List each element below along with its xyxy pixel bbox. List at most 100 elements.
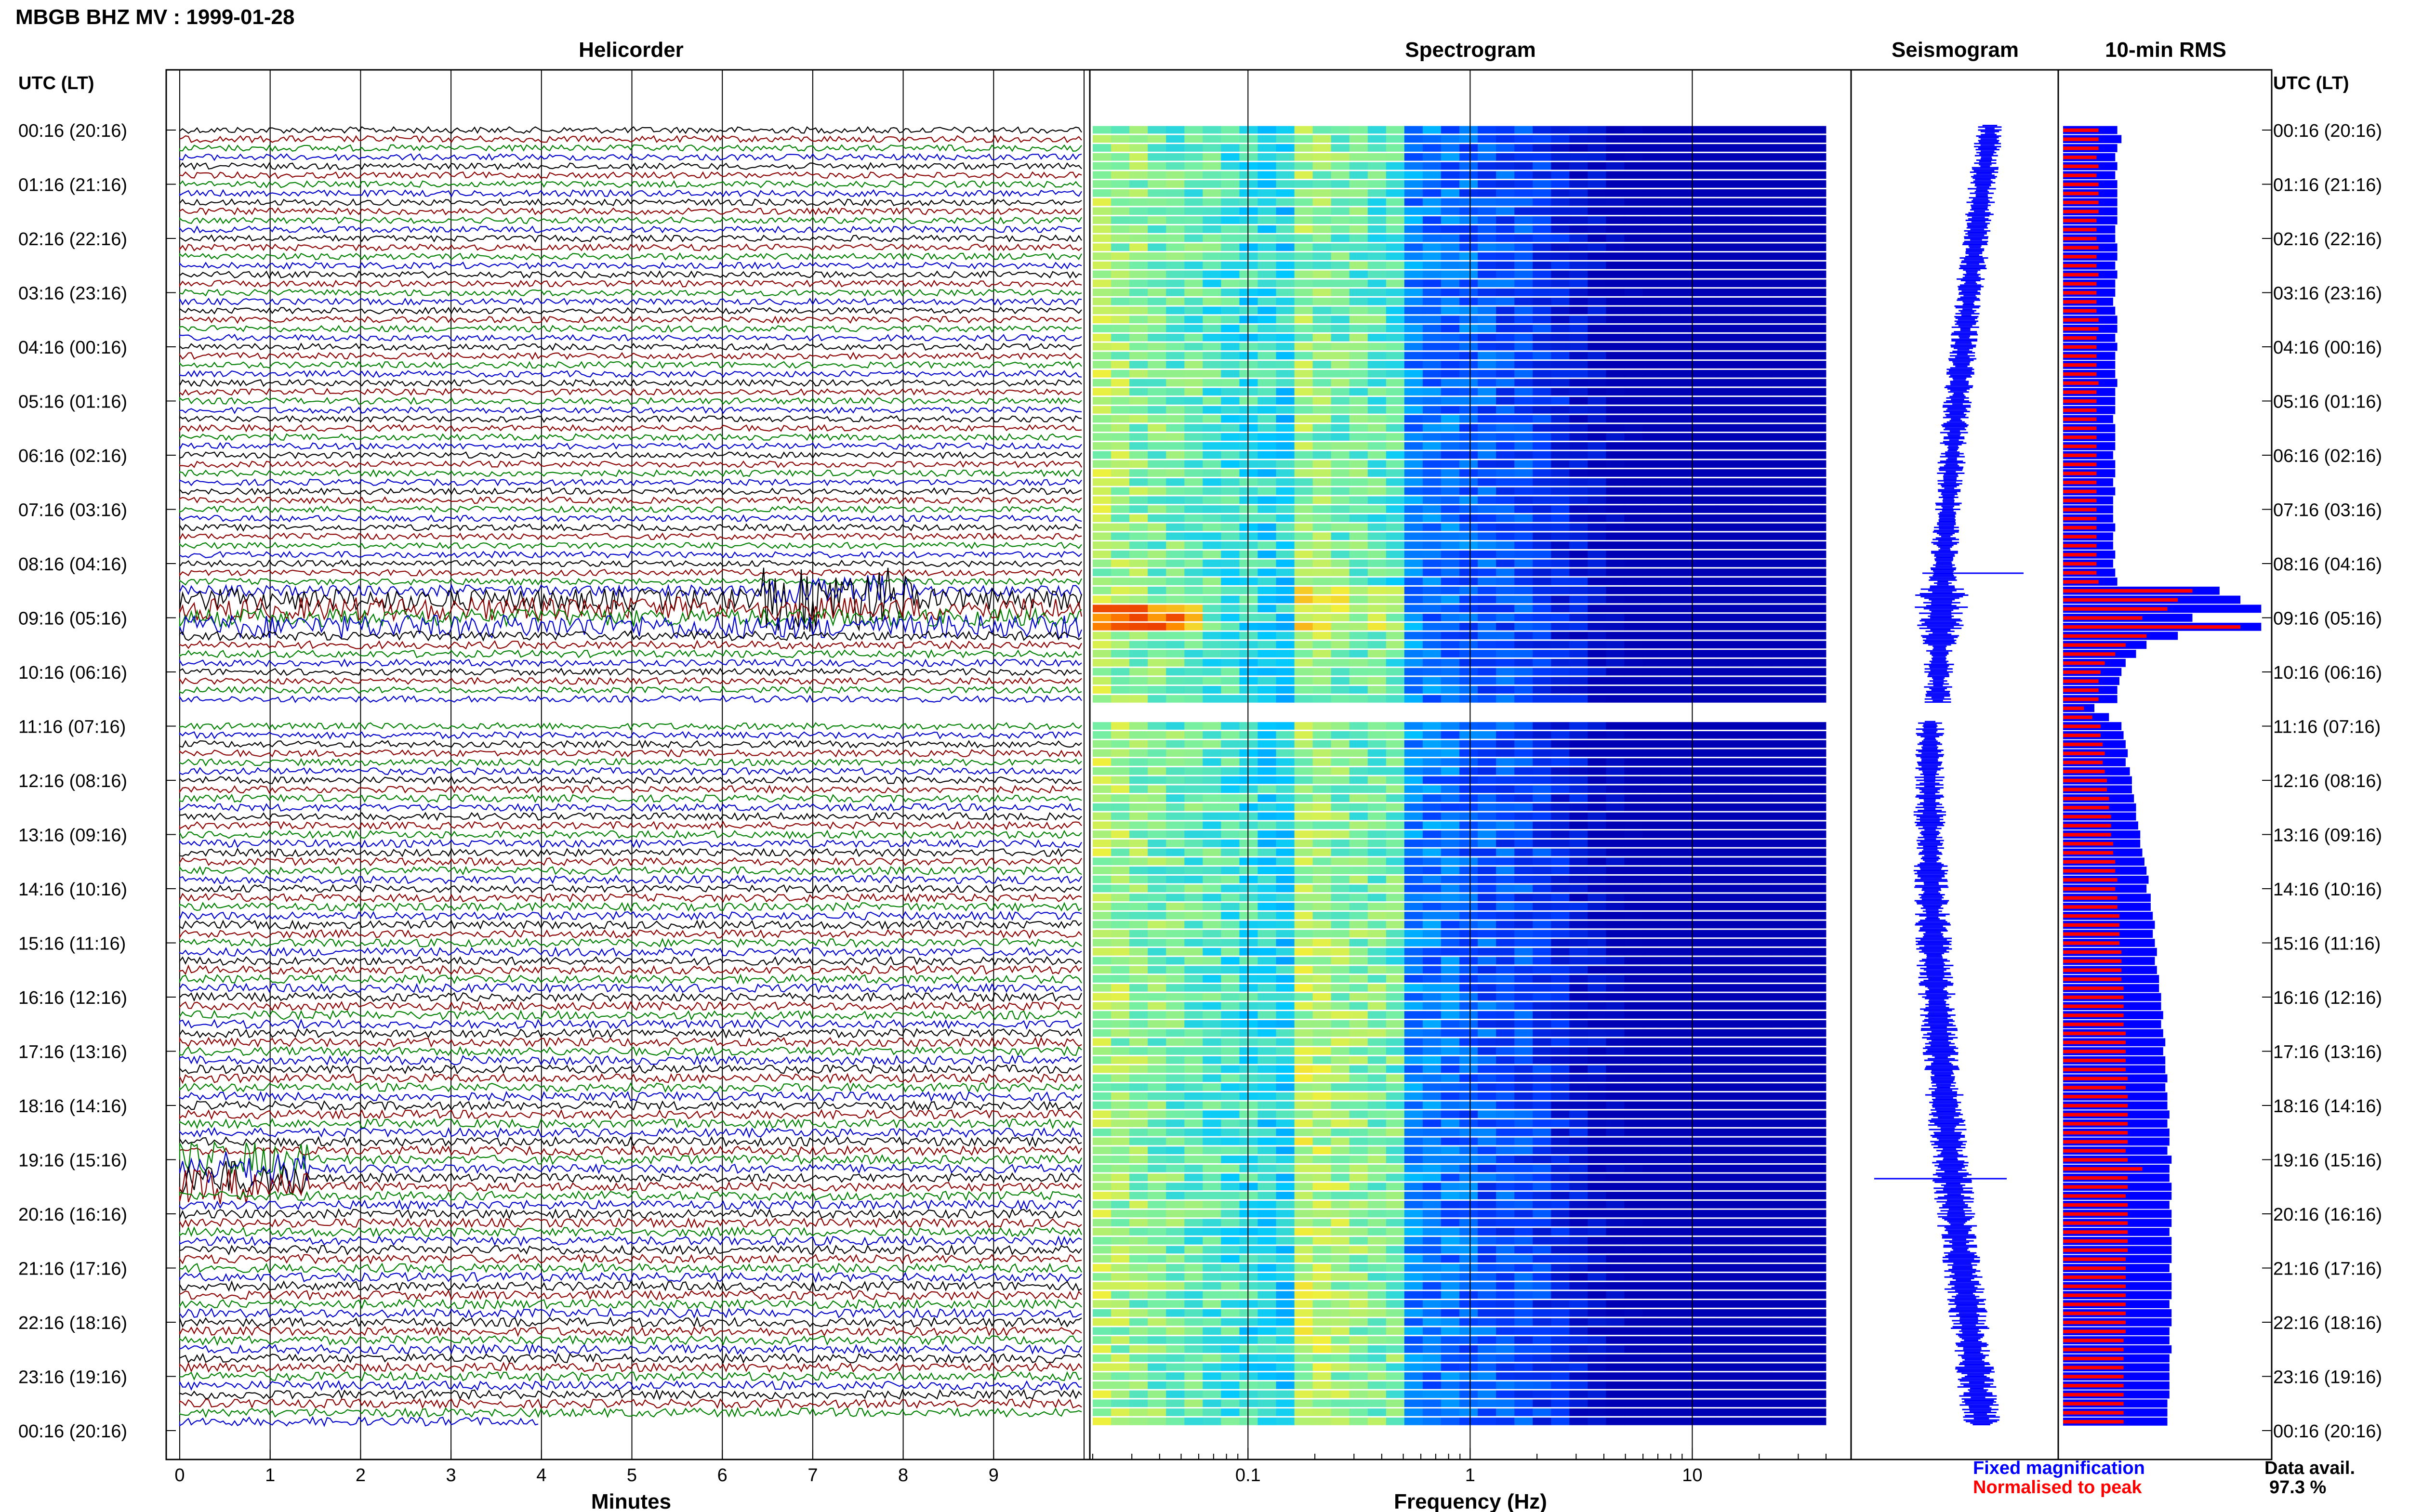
spectrogram-cell [1331, 1219, 1350, 1227]
spectrogram-cell [1514, 487, 1533, 495]
spectrogram-cell [1789, 469, 1808, 477]
spectrogram-cell [1276, 1173, 1295, 1182]
spectrogram-cell [1478, 243, 1496, 251]
spectrogram-cell [1697, 523, 1717, 531]
helicorder-trace [179, 1127, 1082, 1139]
spectrogram-cell [1771, 406, 1790, 414]
spectrogram-cell [1367, 966, 1387, 974]
spectrogram-cell [1496, 532, 1515, 540]
spectrogram-cell [1661, 686, 1680, 694]
spectrogram-cell [1624, 234, 1643, 242]
spectrogram-cell [1111, 740, 1130, 748]
spectrogram-cell [1239, 460, 1258, 468]
spectrogram-cell [1386, 469, 1405, 477]
spectrogram-cell [1203, 460, 1221, 468]
spectrogram-cell [1459, 650, 1478, 657]
spectrogram-cell [1807, 270, 1827, 278]
spectrogram-cell [1349, 469, 1368, 477]
spectrogram-cell [1496, 424, 1515, 432]
spectrogram-cell [1514, 903, 1533, 910]
spectrogram-cell [1221, 903, 1240, 910]
spectrogram-cell [1533, 993, 1551, 1001]
spectrogram-cell [1441, 848, 1460, 856]
spectrogram-cell [1771, 198, 1790, 206]
spectrogram-cell [1349, 352, 1368, 360]
spectrogram-cell [1111, 821, 1130, 829]
spectrogram-cell [1221, 279, 1240, 288]
helicorder-trace [179, 532, 1082, 540]
spectrogram-cell [1588, 614, 1606, 621]
spectrogram-cell [1789, 776, 1808, 784]
spectrogram-cell [1441, 1047, 1460, 1055]
spectrogram-cell [1789, 352, 1808, 360]
spectrogram-cell [1478, 171, 1496, 179]
spectrogram-cell [1294, 171, 1313, 179]
spectrogram-cell [1533, 189, 1551, 197]
spectrogram-cell [1257, 1183, 1276, 1191]
spectrogram-cell [1367, 316, 1387, 324]
spectrogram-cell [1129, 433, 1148, 441]
spectrogram-cell [1184, 668, 1203, 676]
spectrogram-cell [1294, 361, 1313, 368]
spectrogram-cell [1533, 812, 1551, 820]
spectrogram-cell [1551, 903, 1570, 910]
spectrogram-cell [1276, 568, 1295, 577]
spectrogram-cell [1551, 731, 1570, 739]
spectrogram-cell [1184, 695, 1203, 703]
spectrogram-cell [1349, 631, 1368, 640]
spectrogram-cell [1771, 650, 1790, 657]
spectrogram-cell [1129, 867, 1148, 874]
spectrogram-cell [1789, 478, 1808, 486]
spectrogram-cell [1569, 487, 1588, 495]
spectrogram-cell [1367, 605, 1387, 613]
spectrogram-cell [1093, 270, 1112, 278]
spectrogram-cell [1148, 541, 1166, 549]
spectrogram-cell [1697, 839, 1717, 847]
spectrogram-cell [1697, 496, 1717, 504]
spectrogram-cell [1093, 316, 1112, 324]
spectrogram-cell [1807, 451, 1827, 459]
spectrogram-cell [1386, 1156, 1405, 1163]
spectrogram-cell [1093, 686, 1112, 694]
spectrogram-cell [1184, 812, 1203, 820]
spectrogram-cell [1752, 261, 1772, 269]
spectrogram-cell [1716, 1011, 1735, 1019]
spectrogram-cell [1716, 776, 1735, 784]
spectrogram-cell [1111, 1110, 1130, 1118]
spectrogram-cell [1312, 514, 1332, 522]
spectrogram-cell [1496, 686, 1515, 694]
spectrogram-cell [1422, 568, 1442, 577]
spectrogram-cell [1624, 406, 1643, 414]
spectrogram-cell [1093, 857, 1112, 866]
helicorder-trace [179, 1361, 1082, 1373]
spectrogram-cell [1294, 135, 1313, 143]
spectrogram-cell [1716, 342, 1735, 351]
spectrogram-cell [1588, 397, 1606, 405]
spectrogram-cell [1404, 1183, 1423, 1191]
spectrogram-cell [1606, 686, 1625, 694]
spectrogram-cell [1642, 442, 1661, 450]
spectrogram-cell [1771, 1173, 1790, 1182]
spectrogram-cell [1606, 379, 1625, 387]
spectrogram-cell [1771, 144, 1790, 152]
spectrogram-cell [1697, 261, 1717, 269]
spectrogram-cell [1294, 803, 1313, 811]
spectrogram-cell [1624, 325, 1643, 332]
spectrogram-cell [1496, 397, 1515, 405]
spectrogram-cell [1459, 306, 1478, 315]
spectrogram-cell [1478, 532, 1496, 540]
spectrogram-cell [1459, 559, 1478, 567]
helicorder-trace [179, 270, 1082, 279]
spectrogram-cell [1807, 930, 1827, 938]
spectrogram-cell [1404, 884, 1423, 893]
spectrogram-cell [1606, 1056, 1625, 1064]
spectrogram-cell [1624, 1047, 1643, 1055]
spectrogram-cell [1184, 1092, 1203, 1100]
spectrogram-cell [1239, 532, 1258, 540]
spectrogram-cell [1422, 776, 1442, 784]
spectrogram-cell [1478, 261, 1496, 269]
spectrogram-cell [1789, 433, 1808, 441]
spectrogram-cell [1569, 297, 1588, 305]
spectrogram-cell [1807, 1128, 1827, 1136]
spectrogram-cell [1551, 442, 1570, 450]
